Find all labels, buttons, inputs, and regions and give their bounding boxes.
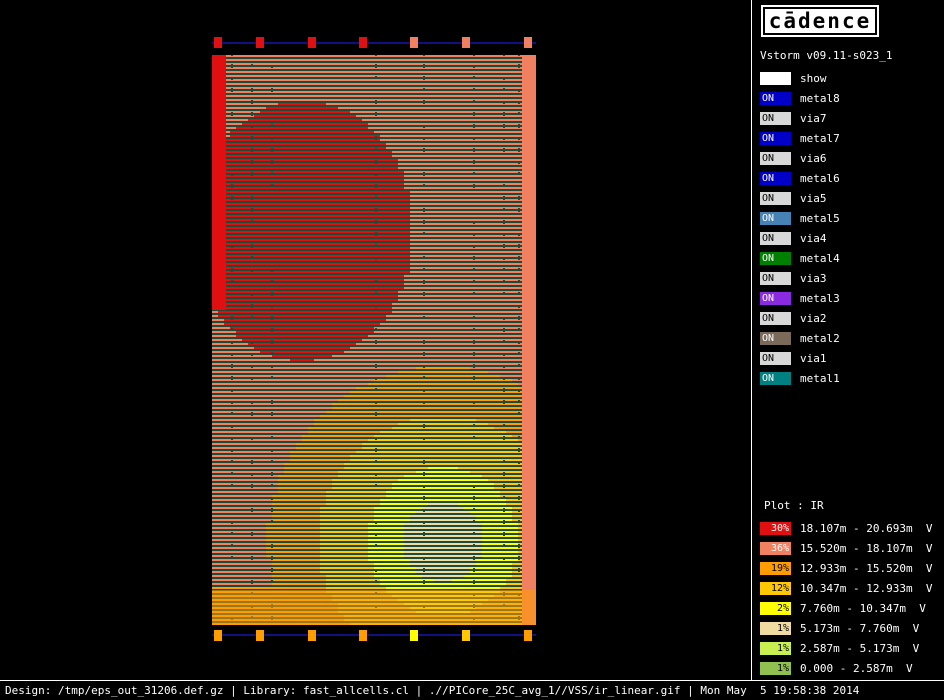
layer-row-metal8[interactable]: ON metal8 <box>760 90 840 106</box>
legend-swatch: 1% <box>760 622 791 635</box>
layer-row-via1[interactable]: ON via1 <box>760 350 827 366</box>
legend-row: 36% 15.520m - 18.107m V <box>760 540 932 556</box>
layer-label: metal8 <box>800 92 840 105</box>
layer-row-metal3[interactable]: ON metal3 <box>760 290 840 306</box>
layer-toggle[interactable]: ON <box>760 252 791 265</box>
layer-row-via2[interactable]: ON via2 <box>760 310 827 326</box>
bottom-pad <box>256 630 264 641</box>
layer-toggle[interactable]: ON <box>760 112 791 125</box>
layer-toggle[interactable]: ON <box>760 212 791 225</box>
top-pad <box>524 37 532 48</box>
legend-swatch: 36% <box>760 542 791 555</box>
layer-label: via6 <box>800 152 827 165</box>
layer-label: metal7 <box>800 132 840 145</box>
legend-row: 1% 5.173m - 7.760m V <box>760 620 919 636</box>
top-pad <box>308 37 316 48</box>
legend-swatch: 12% <box>760 582 791 595</box>
layer-label: via5 <box>800 192 827 205</box>
legend-row: 30% 18.107m - 20.693m V <box>760 520 932 536</box>
layer-label: metal1 <box>800 372 840 385</box>
layer-toggle[interactable] <box>760 72 791 85</box>
legend-swatch: 1% <box>760 642 791 655</box>
layer-label: metal6 <box>800 172 840 185</box>
layer-label: via4 <box>800 232 827 245</box>
bottom-rail <box>212 590 536 625</box>
ir-drop-map-canvas[interactable] <box>0 0 750 680</box>
top-pad <box>256 37 264 48</box>
layer-toggle[interactable]: ON <box>760 372 791 385</box>
legend-row: 12% 10.347m - 12.933m V <box>760 580 932 596</box>
layer-row-metal5[interactable]: ON metal5 <box>760 210 840 226</box>
layer-toggle[interactable]: ON <box>760 352 791 365</box>
legend-range: 0.000 - 2.587m V <box>800 662 913 675</box>
legend-row: 2% 7.760m - 10.347m V <box>760 600 926 616</box>
layer-label: metal4 <box>800 252 840 265</box>
layer-row-metal2[interactable]: ON metal2 <box>760 330 840 346</box>
top-pad <box>462 37 470 48</box>
bottom-pad <box>359 630 367 641</box>
layer-row-via5[interactable]: ON via5 <box>760 190 827 206</box>
layer-toggle[interactable]: ON <box>760 232 791 245</box>
legend-range: 18.107m - 20.693m V <box>800 522 932 535</box>
left-rail <box>212 55 226 310</box>
top-pad <box>410 37 418 48</box>
layer-toggle[interactable]: ON <box>760 312 791 325</box>
legend-range: 7.760m - 10.347m V <box>800 602 926 615</box>
layer-label: metal3 <box>800 292 840 305</box>
layer-label: via1 <box>800 352 827 365</box>
layer-toggle[interactable]: ON <box>760 92 791 105</box>
layer-toggle[interactable]: ON <box>760 192 791 205</box>
bottom-pad <box>524 630 532 641</box>
layer-row-show[interactable]: show <box>760 70 827 86</box>
bottom-pad <box>410 630 418 641</box>
legend-swatch: 1% <box>760 662 791 675</box>
plot-title: Plot : IR <box>764 499 824 512</box>
legend-row: 19% 12.933m - 15.520m V <box>760 560 932 576</box>
legend-range: 12.933m - 15.520m V <box>800 562 932 575</box>
legend-range: 5.173m - 7.760m V <box>800 622 919 635</box>
layer-toggle[interactable]: ON <box>760 332 791 345</box>
layer-row-metal1[interactable]: ON metal1 <box>760 370 840 386</box>
layer-row-via3[interactable]: ON via3 <box>760 270 827 286</box>
ir-drop-map <box>0 0 750 680</box>
layer-row-via4[interactable]: ON via4 <box>760 230 827 246</box>
legend-swatch: 2% <box>760 602 791 615</box>
layer-label: metal5 <box>800 212 840 225</box>
legend-swatch: 19% <box>760 562 791 575</box>
legend-row: 1% 2.587m - 5.173m V <box>760 640 919 656</box>
bottom-pad <box>308 630 316 641</box>
legend-range: 10.347m - 12.933m V <box>800 582 932 595</box>
layer-label: via2 <box>800 312 827 325</box>
layer-row-metal7[interactable]: ON metal7 <box>760 130 840 146</box>
layer-label: via3 <box>800 272 827 285</box>
legend-swatch: 30% <box>760 522 791 535</box>
right-rail <box>522 55 536 625</box>
bottom-pad <box>462 630 470 641</box>
status-bar: Design: /tmp/eps_out_31206.def.gz | Libr… <box>0 680 944 700</box>
top-pad <box>359 37 367 48</box>
layer-toggle[interactable]: ON <box>760 272 791 285</box>
layer-row-via7[interactable]: ON via7 <box>760 110 827 126</box>
layer-label: metal2 <box>800 332 840 345</box>
top-pad <box>214 37 222 48</box>
legend-row: 1% 0.000 - 2.587m V <box>760 660 913 676</box>
layer-row-via6[interactable]: ON via6 <box>760 150 827 166</box>
layer-toggle[interactable]: ON <box>760 152 791 165</box>
layer-control-panel: cādence Vstorm v09.11-s023_1 show ON metal… <box>751 0 944 680</box>
layer-toggle[interactable]: ON <box>760 292 791 305</box>
layer-row-metal4[interactable]: ON metal4 <box>760 250 840 266</box>
version-label: Vstorm v09.11-s023_1 <box>760 49 892 62</box>
layer-label: via7 <box>800 112 827 125</box>
legend-range: 2.587m - 5.173m V <box>800 642 919 655</box>
cadence-logo: cādence <box>761 5 879 37</box>
bottom-pad <box>214 630 222 641</box>
layer-row-metal6[interactable]: ON metal6 <box>760 170 840 186</box>
layer-toggle[interactable]: ON <box>760 172 791 185</box>
power-grid-stripes <box>212 55 536 625</box>
layer-toggle[interactable]: ON <box>760 132 791 145</box>
layer-label: show <box>800 72 827 85</box>
legend-range: 15.520m - 18.107m V <box>800 542 932 555</box>
